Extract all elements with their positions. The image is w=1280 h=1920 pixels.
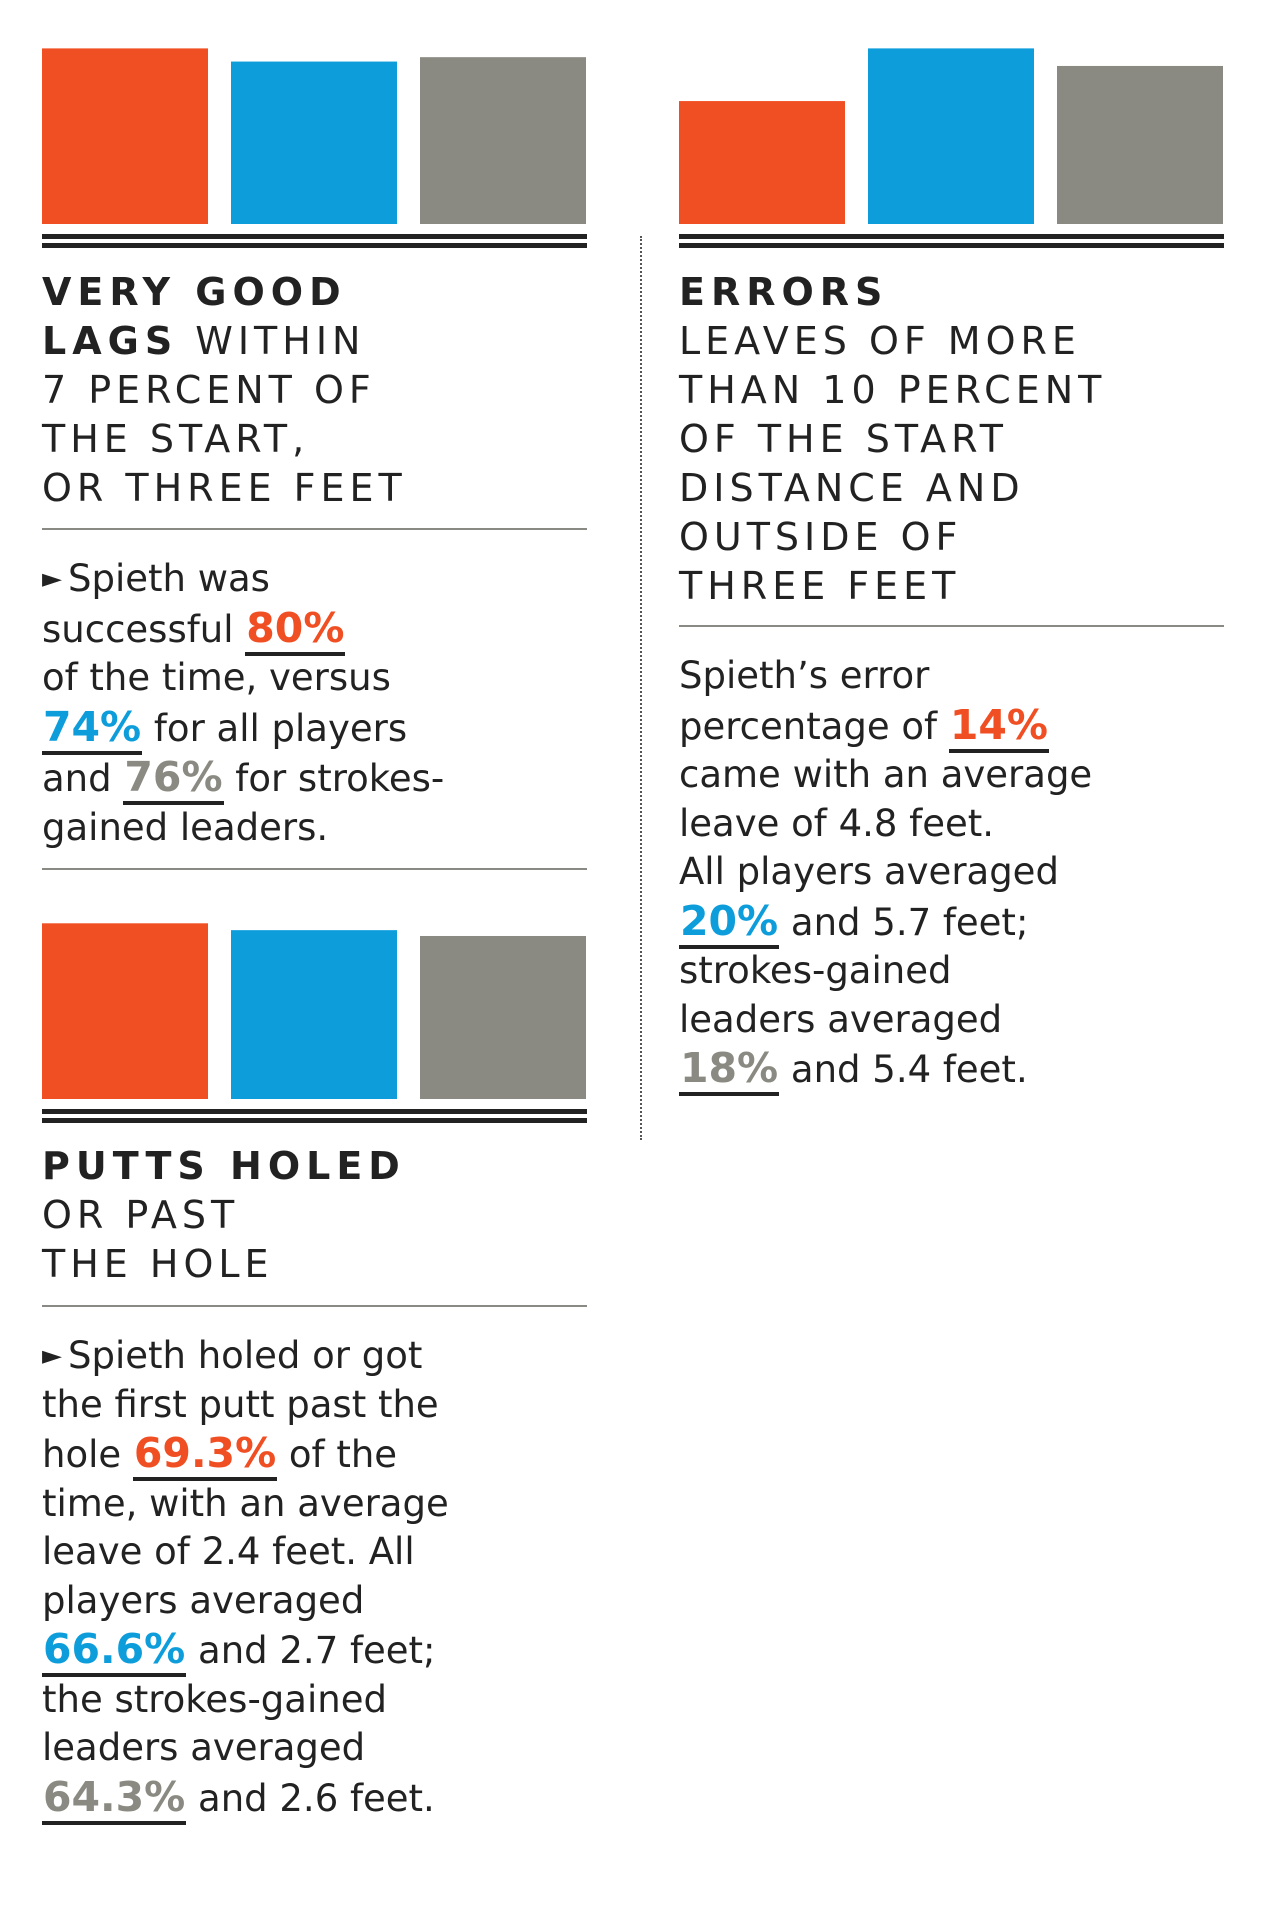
body-line: of the time, versus [42,656,391,699]
rule-errors-top [679,625,1224,627]
value-all-players: 20% [679,896,780,949]
heading-bold-line-1: ERRORS [679,270,889,314]
heading-line: THE START, [42,417,310,461]
rule-putts-top [42,1305,587,1307]
body-line: hole [42,1433,122,1476]
heading-line: 7 PERCENT OF [42,368,376,412]
bar-chart-lags [42,48,587,248]
bar-spieth [679,101,845,224]
heading-line: THREE FEET [679,564,961,608]
heading-bold-line-2: LAGS [42,319,179,363]
heading-line: OUTSIDE OF [679,515,963,559]
chart-lags [42,40,587,250]
heading-line: OF THE START [679,417,1008,461]
heading-line: OR PAST [42,1193,240,1237]
body-line: and 5.7 feet; [790,900,1029,944]
bar-strokes-gained-leaders [420,57,586,224]
heading-lags: VERY GOOD LAGS WITHIN 7 PERCENT OF THE S… [42,268,602,513]
bar-strokes-gained-leaders [420,935,586,1099]
body-line: for all players [153,706,408,750]
body-line: and 5.4 feet. [790,1048,1028,1091]
bar-spieth [42,923,208,1099]
value-spieth: 14% [948,700,1049,753]
baseline-rule-2 [42,243,587,248]
body-lags: ► Spieth was successful 80% of the time, … [42,555,602,852]
heading-errors: ERRORS LEAVES OF MORE THAN 10 PERCENT OF… [679,268,1259,611]
bar-spieth [42,48,208,224]
bar-all-players [868,48,1034,224]
body-line: Spieth holed or got [68,1334,423,1377]
body-line: the strokes-gained [42,1677,387,1721]
bar-all-players [231,930,397,1099]
body-line: gained leaders. [42,805,329,849]
heading-rest: WITHIN [195,319,366,363]
baseline-rule-2 [42,1118,587,1123]
body-line: of the [288,1433,398,1476]
bar-chart-putts-holed [42,923,587,1123]
bar-all-players [231,61,397,224]
body-line: and [42,757,112,800]
value-sg-leaders: 64.3% [42,1772,187,1825]
value-sg-leaders: 18% [679,1044,780,1096]
body-line: leaders averaged [42,1726,366,1769]
baseline-rule-2 [679,243,1224,248]
body-errors: Spieth’s error percentage of 14% came wi… [679,652,1259,1096]
rule-lags-top [42,528,587,530]
body-line: All players averaged [679,850,1059,893]
value-spieth: 80% [245,603,346,656]
body-line: Spieth was [68,557,270,600]
baseline-rule-1 [679,234,1224,239]
body-line: came with an average [679,753,1093,796]
heading-bold-line-1: VERY GOOD [42,270,347,314]
body-putts-holed: ► Spieth holed or got the first putt past… [42,1332,602,1825]
heading-line: OR THREE FEET [42,466,407,510]
body-line: percentage of [679,704,938,748]
value-spieth: 69.3% [132,1429,278,1481]
body-line: leave of 2.4 feet. All [42,1530,415,1573]
value-sg-leaders: 76% [123,753,224,805]
heading-line: THE HOLE [42,1242,274,1286]
heading-line: DISTANCE AND [679,466,1025,510]
baseline-rule-1 [42,1109,587,1114]
body-line: strokes-gained [679,949,952,992]
triangle-marker-icon: ► [42,564,62,594]
body-line: and 2.6 feet. [198,1776,435,1820]
column-divider [640,236,642,1140]
body-line: players averaged [42,1578,365,1622]
heading-bold-line-1: PUTTS HOLED [42,1144,406,1188]
bar-chart-errors [679,48,1224,248]
heading-line: THAN 10 PERCENT [679,368,1107,412]
body-line: leaders averaged [679,997,1003,1041]
value-all-players: 74% [42,702,143,755]
heading-putts-holed: PUTTS HOLED OR PAST THE HOLE [42,1142,602,1289]
baseline-rule-1 [42,234,587,239]
body-line: time, with an average [42,1481,449,1525]
chart-putts-holed [42,915,587,1125]
value-all-players: 66.6% [42,1625,187,1677]
rule-lags-bottom [42,868,587,870]
bar-strokes-gained-leaders [1057,65,1223,224]
heading-line: LEAVES OF MORE [679,319,1081,363]
body-line: Spieth’s error [679,654,930,697]
chart-errors [679,40,1224,250]
body-line: the first putt past the [42,1382,439,1426]
body-line: and 2.7 feet; [198,1629,436,1672]
body-line: for strokes- [235,757,445,800]
body-line: leave of 4.8 feet. [679,801,994,845]
body-line: successful [42,607,234,651]
triangle-marker-icon: ► [42,1341,62,1371]
